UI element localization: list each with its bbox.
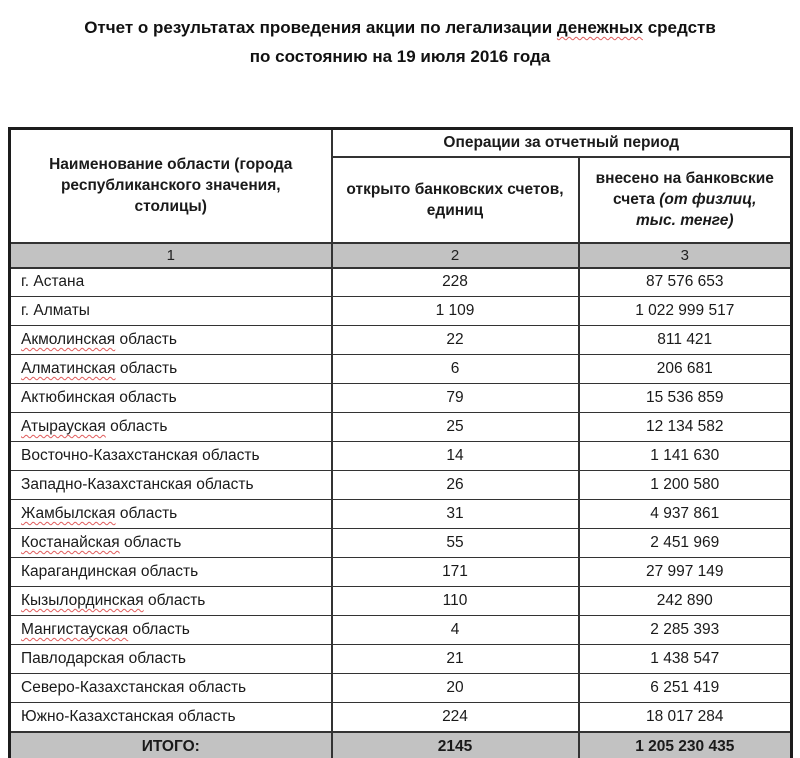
table-row: Жамбылская область 31 4 937 861 [8, 499, 793, 529]
accounts-opened-cell: 20 [330, 673, 580, 703]
misspelled-region-word: Жамбылская [21, 505, 116, 522]
amount-deposited-cell: 811 421 [577, 325, 793, 355]
region-name-cell: Кызылординская область [8, 586, 333, 616]
title-misspelled-word: денежных [556, 18, 643, 37]
table-row: г. Алматы 1 109 1 022 999 517 [8, 296, 793, 326]
header-subcolumns-row: открыто банковских счетов, единиц внесен… [10, 155, 793, 244]
amount-deposited-cell: 242 890 [577, 586, 793, 616]
accounts-opened-cell: 79 [330, 383, 580, 413]
table-row: Южно-Казахстанская область 224 18 017 284 [8, 702, 793, 732]
amount-deposited-cell: 15 536 859 [577, 383, 793, 413]
table-row: Акмолинская область 22 811 421 [8, 325, 793, 355]
region-name-cell: Карагандинская область [8, 557, 333, 587]
table-row: Алматинская область 6 206 681 [8, 354, 793, 384]
total-label: ИТОГО: [8, 730, 333, 758]
amount-deposited-cell: 12 134 582 [577, 412, 793, 442]
amount-deposited-cell: 4 937 861 [577, 499, 793, 529]
accounts-opened-cell: 31 [330, 499, 580, 529]
accounts-opened-cell: 21 [330, 644, 580, 674]
misspelled-region-word: Кызылординская [21, 592, 144, 609]
table-row: Кызылординская область 110 242 890 [8, 586, 793, 616]
accounts-opened-cell: 228 [330, 267, 580, 297]
region-name-cell: Восточно-Казахстанская область [8, 441, 333, 471]
header-amount-note: (от физлиц, тыс. тенге) [636, 191, 757, 229]
accounts-opened-cell: 224 [330, 702, 580, 732]
accounts-opened-cell: 171 [330, 557, 580, 587]
region-name-cell: Жамбылская область [8, 499, 333, 529]
accounts-opened-cell: 26 [330, 470, 580, 500]
amount-deposited-cell: 2 451 969 [577, 528, 793, 558]
region-name-cell: Северо-Казахстанская область [8, 673, 333, 703]
table-row: Атырауская область 25 12 134 582 [8, 412, 793, 442]
title-text-after: средств [647, 18, 716, 37]
amount-deposited-cell: 18 017 284 [577, 702, 793, 732]
region-name-cell: Атырауская область [8, 412, 333, 442]
table-row: Восточно-Казахстанская область 14 1 141 63… [8, 441, 793, 471]
table-row: Актюбинская область 79 15 536 859 [8, 383, 793, 413]
misspelled-region-word: Атырауская [21, 418, 106, 435]
total-row: ИТОГО: 2145 1 205 230 435 [8, 730, 793, 758]
amount-deposited-cell: 206 681 [577, 354, 793, 384]
region-name-cell: Южно-Казахстанская область [8, 702, 333, 732]
amount-deposited-cell: 6 251 419 [577, 673, 793, 703]
region-name-cell: Павлодарская область [8, 644, 333, 674]
accounts-opened-cell: 14 [330, 441, 580, 471]
table-row: Мангистауская область 4 2 285 393 [8, 615, 793, 645]
region-name-cell: Алматинская область [8, 354, 333, 384]
header-region-column: Наименование области (города республикан… [8, 127, 333, 244]
header-operations-group: Операции за отчетный период [330, 127, 793, 158]
table-row: Павлодарская область 21 1 438 547 [8, 644, 793, 674]
header-amount-main: внесено на банковские счета [595, 170, 774, 208]
total-accounts-value: 2145 [330, 730, 580, 758]
amount-deposited-cell: 1 141 630 [577, 441, 793, 471]
accounts-opened-cell: 1 109 [330, 296, 580, 326]
table-row: Костанайская область 55 2 451 969 [8, 528, 793, 558]
misspelled-region-word: Костанайская [21, 534, 120, 551]
column-number-2: 2 [330, 241, 580, 269]
column-number-1: 1 [8, 241, 333, 269]
amount-deposited-cell: 1 438 547 [577, 644, 793, 674]
table-row: Северо-Казахстанская область 20 6 251 419 [8, 673, 793, 703]
misspelled-region-word: Мангистауская [21, 621, 129, 638]
header-group-row: Наименование области (города республикан… [8, 127, 793, 244]
amount-deposited-cell: 27 997 149 [577, 557, 793, 587]
region-name-cell: Мангистауская область [8, 615, 333, 645]
accounts-opened-cell: 110 [330, 586, 580, 616]
amount-deposited-cell: 2 285 393 [577, 615, 793, 645]
accounts-opened-cell: 25 [330, 412, 580, 442]
misspelled-region-word: Акмолинская [21, 331, 116, 348]
region-name-cell: г. Алматы [8, 296, 333, 326]
header-accounts-column: открыто банковских счетов, единиц [330, 155, 580, 244]
region-name-cell: Актюбинская область [8, 383, 333, 413]
table-row: г. Астана 228 87 576 653 [8, 267, 793, 297]
amount-deposited-cell: 1 022 999 517 [577, 296, 793, 326]
header-amount-column: внесено на банковские счета (от физлиц, … [577, 155, 793, 244]
region-name-cell: г. Астана [8, 267, 333, 297]
column-number-row: 1 2 3 [8, 241, 793, 269]
total-amount-value: 1 205 230 435 [577, 730, 793, 758]
accounts-opened-cell: 55 [330, 528, 580, 558]
accounts-opened-cell: 4 [330, 615, 580, 645]
table-row: Карагандинская область 171 27 997 149 [8, 557, 793, 587]
title-line-2: по состоянию на 19 июля 2016 года [249, 47, 551, 66]
region-name-cell: Акмолинская область [8, 325, 333, 355]
amount-deposited-cell: 87 576 653 [577, 267, 793, 297]
document-title: Отчет о результатах проведения акции по … [0, 13, 800, 71]
accounts-opened-cell: 6 [330, 354, 580, 384]
report-table: Наименование области (города республикан… [8, 127, 793, 758]
table-row: Западно-Казахстанская область 26 1 200 580 [8, 470, 793, 500]
region-name-cell: Западно-Казахстанская область [8, 470, 333, 500]
accounts-opened-cell: 22 [330, 325, 580, 355]
region-name-cell: Костанайская область [8, 528, 333, 558]
column-number-3: 3 [577, 241, 793, 269]
title-text-before: Отчет о результатах проведения акции по … [84, 18, 553, 37]
misspelled-region-word: Алматинская [21, 360, 116, 377]
amount-deposited-cell: 1 200 580 [577, 470, 793, 500]
title-line-1: Отчет о результатах проведения акции по … [0, 13, 800, 42]
